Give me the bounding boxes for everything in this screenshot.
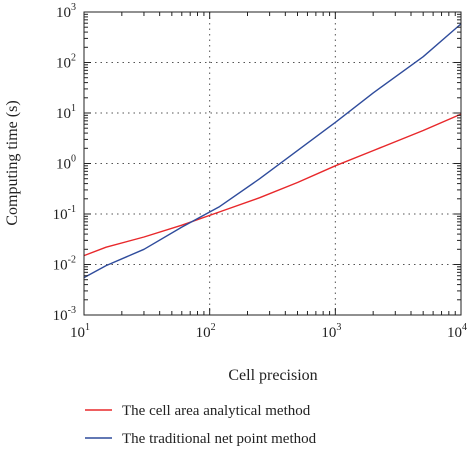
legend: The cell area analytical method The trad… — [85, 403, 317, 447]
legend-label-net-point: The traditional net point method — [122, 431, 317, 447]
x-tick-label: 101 — [70, 322, 90, 341]
y-axis-label: Computing time (s) — [4, 100, 21, 225]
series-lines — [84, 24, 461, 278]
y-tick-label: 10-1 — [53, 204, 76, 223]
series-line-0 — [84, 114, 461, 256]
y-tick-label: 101 — [56, 103, 76, 122]
y-tick-label: 100 — [56, 154, 76, 173]
legend-label-cell-area: The cell area analytical method — [122, 403, 311, 419]
x-tick-labels: 101 102 103 104 — [70, 322, 467, 341]
y-tick-label: 10-2 — [53, 255, 76, 274]
y-tick-label: 103 — [56, 2, 76, 21]
y-tick-label: 10-3 — [53, 305, 76, 324]
x-tick-label: 102 — [196, 322, 216, 341]
y-tick-label: 102 — [56, 53, 76, 72]
x-axis-label: Cell precision — [228, 367, 317, 384]
grid-lines — [84, 12, 461, 315]
y-tick-labels: 10-3 10-2 10-1 100 101 102 103 — [53, 2, 76, 324]
x-tick-label: 103 — [321, 322, 341, 341]
x-tick-label: 104 — [447, 322, 467, 341]
series-line-1 — [84, 24, 461, 278]
